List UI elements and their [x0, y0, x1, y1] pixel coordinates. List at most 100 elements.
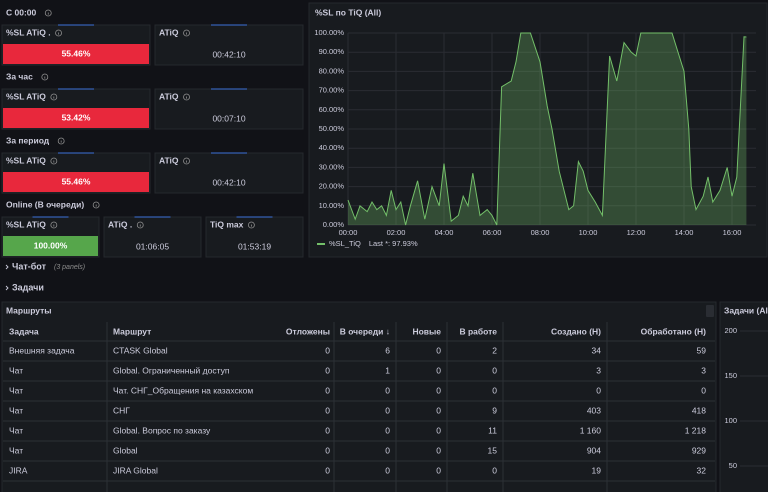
info-icon: [50, 157, 58, 165]
stat-title: %SL ATiQ .: [6, 27, 51, 37]
table-cell: Чат: [9, 365, 23, 375]
table-cell: Чат. СНГ_Обращения на казахском: [113, 385, 253, 395]
x-tick-label: 16:00: [723, 228, 742, 237]
column-header: Новые: [412, 326, 441, 336]
row-chevron: [5, 285, 9, 291]
stat-background: [3, 44, 149, 64]
y-tick-label: 50: [729, 461, 737, 470]
stat-value: 55.46%: [62, 176, 91, 186]
table-cell: 0: [701, 385, 706, 395]
row-chevron: [5, 264, 9, 270]
info-icon: [50, 93, 58, 101]
table-cell: 0: [436, 385, 441, 395]
table-cell: CTASK Global: [113, 345, 168, 355]
table-cell: 15: [488, 445, 498, 455]
column-header: Задача: [9, 326, 39, 336]
stat-panel: [154, 152, 304, 194]
info-icon: [57, 137, 65, 145]
table-cell: 0: [385, 445, 390, 455]
table-cell: 32: [697, 465, 707, 475]
y-tick-label: 10.00%: [319, 201, 345, 210]
side-panel: [719, 301, 768, 492]
stat-background: [3, 236, 98, 256]
chart-panel: [308, 2, 768, 258]
y-tick-label: 100.00%: [314, 28, 344, 37]
table-cell: Чат: [9, 445, 23, 455]
table-cell: 0: [385, 425, 390, 435]
stat-value: 00:42:10: [212, 177, 245, 187]
table-cell: JIRA: [9, 465, 28, 475]
info-icon: [92, 201, 100, 209]
stat-title: %SL ATiQ: [6, 91, 46, 101]
table-cell: 403: [587, 405, 601, 415]
table-cell: 0: [325, 365, 330, 375]
stat-title: ATiQ: [159, 27, 179, 37]
column-header: В работе: [459, 326, 497, 336]
menu-button[interactable]: [706, 305, 714, 317]
table-cell: 0: [325, 445, 330, 455]
stat-value: 00:42:10: [212, 49, 245, 59]
table-cell: 0: [325, 405, 330, 415]
table-cell: 1 160: [580, 425, 602, 435]
table-cell: 0: [436, 405, 441, 415]
y-tick-label: 0.00%: [323, 220, 345, 229]
table-cell: СНГ: [113, 405, 130, 415]
table-cell: 6: [385, 345, 390, 355]
table-cell: Global. Вопрос по заказу: [113, 425, 211, 435]
stat-value: 53.42%: [62, 112, 91, 122]
info-icon: [41, 73, 49, 81]
info-icon: [136, 221, 144, 229]
table-cell: Чат: [9, 425, 23, 435]
legend-label: %SL_TiQ: [329, 239, 361, 248]
table-cell: 0: [436, 445, 441, 455]
table-cell: 0: [436, 365, 441, 375]
column-header: Маршрут: [113, 326, 151, 336]
y-tick-label: 100: [724, 416, 737, 425]
stat-title: %SL ATiQ: [6, 155, 46, 165]
y-tick-label: 90.00%: [319, 47, 345, 56]
side-title: Задачи (All: [724, 305, 768, 315]
table-cell: 0: [385, 405, 390, 415]
table-cell: 34: [592, 345, 602, 355]
table-cell: 904: [587, 445, 601, 455]
table-cell: 0: [325, 385, 330, 395]
table-cell: 0: [596, 385, 601, 395]
info-icon: [247, 221, 255, 229]
table-cell: 0: [436, 425, 441, 435]
series-area: [348, 33, 747, 225]
table-cell: 2: [492, 345, 497, 355]
table-cell: 0: [385, 465, 390, 475]
column-header: Отложены: [286, 326, 330, 336]
row-title: Чат-бот: [12, 261, 47, 271]
info-icon: [44, 9, 52, 17]
info-icon: [183, 157, 190, 165]
y-tick-label: 80.00%: [319, 66, 345, 75]
column-header: В очереди ↓: [340, 326, 390, 336]
y-tick-label: 40.00%: [319, 143, 345, 152]
table-cell: Global: [113, 445, 138, 455]
section-label: Online (В очереди): [6, 199, 84, 209]
section-label: За период: [6, 135, 50, 145]
stat-value: 00:07:10: [212, 113, 245, 123]
table-cell: 0: [492, 465, 497, 475]
table-cell: 1: [385, 365, 390, 375]
x-tick-label: 02:00: [387, 228, 406, 237]
info-icon: [183, 93, 190, 101]
table-cell: Global. Ограниченный доступ: [113, 365, 230, 375]
table-cell: 929: [692, 445, 706, 455]
stat-title: ATiQ: [159, 91, 179, 101]
table-cell: 3: [596, 365, 601, 375]
table-cell: 0: [325, 465, 330, 475]
table-cell: 0: [436, 345, 441, 355]
table-cell: 3: [701, 365, 706, 375]
table-cell: 0: [325, 345, 330, 355]
y-tick-label: 60.00%: [319, 105, 345, 114]
x-tick-label: 08:00: [531, 228, 550, 237]
x-tick-label: 10:00: [579, 228, 598, 237]
x-tick-label: 00:00: [339, 228, 358, 237]
info-icon: [55, 29, 62, 37]
table-cell: JIRA Global: [113, 465, 158, 475]
info-icon: [50, 221, 58, 229]
table-cell: Чат: [9, 385, 23, 395]
x-tick-label: 14:00: [675, 228, 694, 237]
